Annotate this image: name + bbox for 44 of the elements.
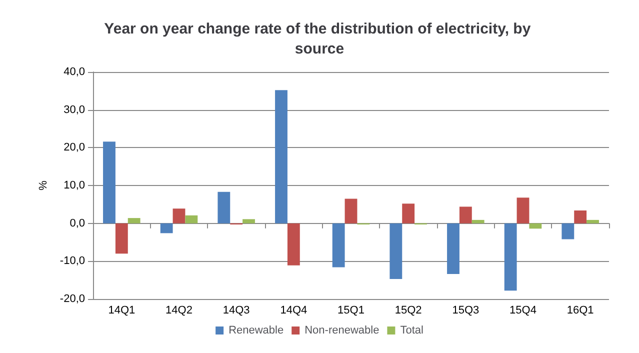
bar xyxy=(332,223,345,268)
bar xyxy=(472,220,484,224)
bar xyxy=(344,198,358,224)
x-tick-label: 15Q1 xyxy=(338,304,364,316)
x-tick-label: 16Q1 xyxy=(566,304,594,316)
x-tick-label: 14Q2 xyxy=(166,304,192,316)
y-tick-label: 20,0 xyxy=(64,142,85,154)
legend-label: Renewable xyxy=(228,324,284,336)
bar xyxy=(115,223,128,254)
bar xyxy=(586,220,599,224)
bar xyxy=(529,223,542,229)
legend-label: Total xyxy=(400,324,424,336)
y-tick-label: 40,0 xyxy=(64,66,85,78)
y-tick-label: 10,0 xyxy=(64,180,85,192)
x-tick-label: 14Q3 xyxy=(222,304,250,316)
x-tick-label: 15Q3 xyxy=(452,304,480,316)
bar xyxy=(185,215,198,224)
bar xyxy=(275,90,288,224)
x-tick-label: 14Q1 xyxy=(108,304,136,316)
bar xyxy=(390,223,402,279)
bar xyxy=(516,198,530,224)
bar xyxy=(574,210,587,224)
bar xyxy=(287,223,300,266)
y-tick-label: 0,0 xyxy=(70,217,85,230)
bar xyxy=(242,219,255,224)
bar xyxy=(172,208,186,224)
chart-title: Year on year change rate of the distribution of electricity, by source xyxy=(104,20,535,58)
y-tick-label: -20,0 xyxy=(60,293,85,305)
bar xyxy=(447,223,460,274)
bar xyxy=(128,218,140,224)
x-tick-label: 15Q2 xyxy=(394,304,422,316)
y-axis-title: % xyxy=(38,180,50,190)
bar xyxy=(218,192,230,224)
x-tick-label: 15Q4 xyxy=(510,304,536,316)
bar xyxy=(160,223,173,234)
y-tick-label: 30,0 xyxy=(64,104,85,116)
bar xyxy=(402,204,415,224)
bar xyxy=(562,223,574,240)
legend-label: Non-renewable xyxy=(304,324,380,336)
x-tick-label: 14Q4 xyxy=(280,304,308,316)
bar xyxy=(504,223,517,291)
bar xyxy=(103,142,116,224)
y-tick-label: -10,0 xyxy=(60,255,85,268)
bar xyxy=(459,206,472,224)
